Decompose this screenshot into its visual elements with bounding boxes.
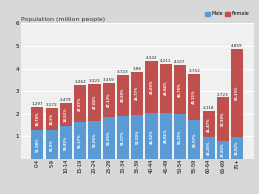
Text: 2.479: 2.479 bbox=[60, 98, 72, 102]
Bar bbox=[160, 113, 172, 159]
Text: 18.74%: 18.74% bbox=[35, 111, 39, 126]
Legend: Male, Female: Male, Female bbox=[204, 10, 251, 18]
Bar bbox=[31, 130, 44, 159]
Bar bbox=[217, 97, 229, 141]
Text: Population (million people): Population (million people) bbox=[21, 16, 105, 22]
Bar bbox=[88, 84, 100, 121]
Bar bbox=[188, 120, 200, 159]
Text: 48.81%: 48.81% bbox=[164, 129, 168, 143]
Text: 3.359: 3.359 bbox=[103, 78, 114, 82]
Text: 52.93%: 52.93% bbox=[221, 112, 225, 126]
Text: 41.47%: 41.47% bbox=[207, 117, 211, 132]
Bar bbox=[88, 121, 100, 159]
Text: 45.25%: 45.25% bbox=[207, 141, 211, 155]
Bar bbox=[131, 115, 143, 159]
Text: 55.9%: 55.9% bbox=[50, 139, 54, 151]
Bar bbox=[46, 130, 58, 159]
Bar bbox=[174, 65, 186, 114]
Text: 49.03%: 49.03% bbox=[149, 80, 154, 94]
Text: 46.52%: 46.52% bbox=[149, 129, 154, 144]
Bar bbox=[146, 113, 158, 159]
Text: 37.82%: 37.82% bbox=[221, 143, 225, 157]
Text: 18.51%: 18.51% bbox=[64, 107, 68, 122]
Text: 47.97%: 47.97% bbox=[78, 97, 82, 111]
Bar bbox=[103, 117, 115, 159]
Bar bbox=[60, 126, 72, 159]
Text: 3.86: 3.86 bbox=[133, 67, 142, 71]
Text: 49.84%: 49.84% bbox=[164, 81, 168, 95]
Text: 47.13%: 47.13% bbox=[107, 93, 111, 107]
Text: 4.211: 4.211 bbox=[160, 59, 171, 63]
Bar bbox=[231, 137, 243, 159]
Text: 3.262: 3.262 bbox=[74, 80, 86, 84]
Bar bbox=[146, 61, 158, 113]
Text: 59.83%: 59.83% bbox=[64, 135, 68, 150]
Text: 52.17%: 52.17% bbox=[78, 133, 82, 148]
Text: 2.272: 2.272 bbox=[46, 103, 57, 107]
Text: 2.723: 2.723 bbox=[217, 93, 229, 97]
Text: 46.75%: 46.75% bbox=[178, 82, 182, 97]
Bar bbox=[188, 74, 200, 120]
Text: 52.96%: 52.96% bbox=[92, 133, 96, 147]
Bar bbox=[217, 141, 229, 159]
Bar bbox=[103, 83, 115, 117]
Text: 24.92%: 24.92% bbox=[235, 141, 239, 155]
Text: 62.57%: 62.57% bbox=[192, 132, 196, 147]
Bar bbox=[46, 108, 58, 130]
Text: 52.95%: 52.95% bbox=[107, 131, 111, 145]
Text: 53.25%: 53.25% bbox=[178, 129, 182, 144]
Bar bbox=[117, 75, 129, 116]
Bar bbox=[231, 49, 243, 137]
Text: 4.859: 4.859 bbox=[231, 44, 243, 48]
Bar bbox=[203, 111, 215, 137]
Bar bbox=[31, 107, 44, 130]
Text: 3.323: 3.323 bbox=[89, 79, 100, 83]
Bar bbox=[74, 122, 86, 159]
Bar bbox=[160, 64, 172, 113]
Text: 52.59%: 52.59% bbox=[135, 130, 139, 144]
Text: 3.753: 3.753 bbox=[189, 69, 200, 73]
Text: 55.33%: 55.33% bbox=[235, 86, 239, 100]
Text: 1.297: 1.297 bbox=[32, 102, 43, 106]
Text: 47.04%: 47.04% bbox=[92, 95, 96, 109]
Text: 45.77%: 45.77% bbox=[135, 86, 139, 100]
Bar bbox=[60, 103, 72, 126]
Text: 48.11%: 48.11% bbox=[192, 90, 196, 104]
Bar bbox=[203, 137, 215, 159]
Text: 48.50%: 48.50% bbox=[121, 88, 125, 102]
Text: 4.157: 4.157 bbox=[174, 60, 186, 64]
Text: 2.118: 2.118 bbox=[203, 106, 214, 110]
Bar bbox=[117, 116, 129, 159]
Text: 18.5%: 18.5% bbox=[50, 113, 54, 125]
Bar bbox=[131, 72, 143, 115]
Text: 51.98%: 51.98% bbox=[35, 137, 39, 152]
Bar bbox=[174, 114, 186, 159]
Bar bbox=[74, 85, 86, 122]
Text: 4.332: 4.332 bbox=[146, 56, 157, 60]
Text: 3.723: 3.723 bbox=[117, 70, 129, 74]
Text: 51.57%: 51.57% bbox=[121, 130, 125, 145]
